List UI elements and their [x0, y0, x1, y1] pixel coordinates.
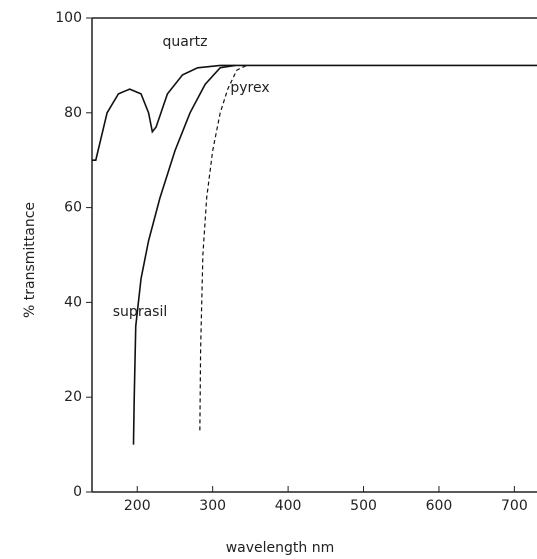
series-line — [92, 64, 537, 161]
y-tick-label: 80 — [64, 105, 82, 121]
x-tick-label: 200 — [124, 498, 151, 514]
series-line — [199, 64, 247, 431]
x-tick-label: 500 — [350, 498, 377, 514]
x-tick-label: 400 — [275, 498, 302, 514]
y-axis-label: % transmittance — [22, 202, 38, 318]
x-axis-label: wavelength nm — [226, 540, 335, 556]
x-tick-label: 300 — [199, 498, 226, 514]
y-tick-label: 100 — [55, 10, 82, 26]
series-label: suprasil — [113, 304, 167, 320]
y-tick-label: 40 — [64, 294, 82, 310]
y-tick-label: 0 — [73, 484, 82, 500]
y-tick-label: 60 — [64, 200, 82, 216]
x-tick-label: 600 — [426, 498, 453, 514]
series-line — [132, 64, 236, 445]
series-label: quartz — [163, 34, 208, 50]
series-label: pyrex — [230, 80, 269, 96]
y-tick-label: 20 — [64, 389, 82, 405]
x-tick-label: 700 — [501, 498, 528, 514]
